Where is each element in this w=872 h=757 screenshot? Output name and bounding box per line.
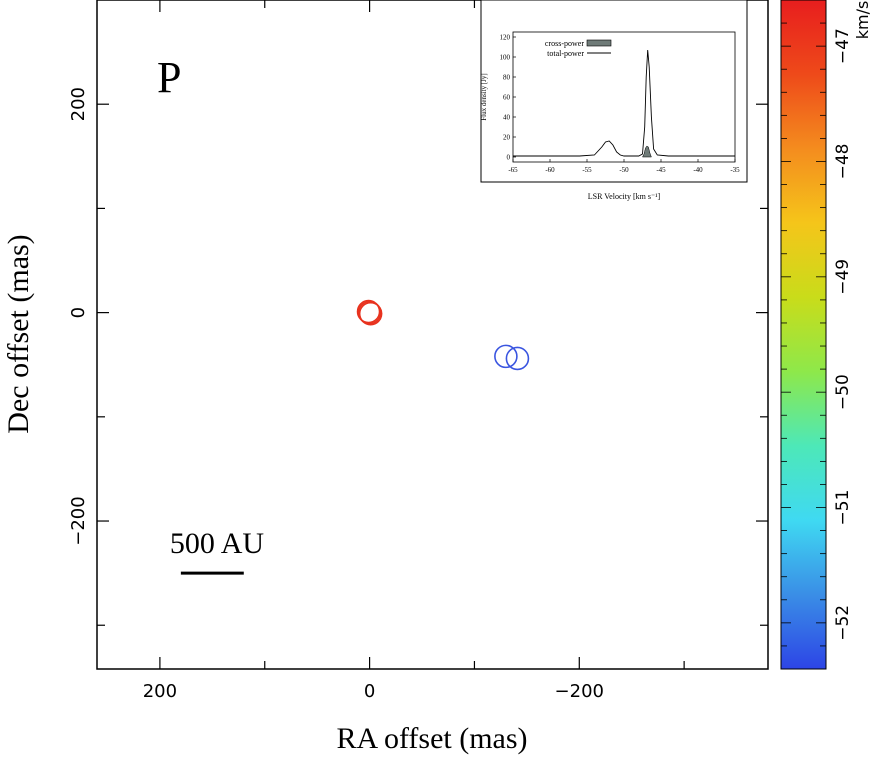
maser-spot: [358, 301, 383, 326]
inset-x-tick-label: -55: [582, 166, 592, 174]
colorbar-tick-label: −47: [833, 28, 853, 64]
scale-bar-label: 500 AU: [170, 527, 265, 560]
x-axis-label: RA offset (mas): [336, 722, 527, 755]
panel-label: P: [157, 53, 181, 102]
y-tick-label: 200: [68, 87, 89, 121]
legend-cross-label: cross-power: [545, 39, 584, 48]
inset-y-label: Flux density [Jy]: [480, 73, 488, 120]
plot-frame: [96, 0, 769, 670]
colorbar-unit: km/s: [853, 1, 872, 40]
inset-y-tick-label: 20: [503, 134, 511, 142]
inset-y-tick-label: 120: [500, 34, 511, 42]
inset-spectrum: -65 -60 -55 -50 -45 -40 -35 0 20 40 60 80 100 120 cro…: [480, 0, 748, 201]
y-tick-label: −200: [68, 496, 89, 545]
legend-total-label: total-power: [547, 49, 584, 58]
maser-spot: [357, 300, 382, 325]
maser-spot: [356, 299, 381, 324]
inset-x-tick-label: -50: [619, 166, 629, 174]
colorbar-tick-label: −48: [833, 144, 853, 180]
inset-x-tick-label: -65: [508, 166, 518, 174]
inset-legend: cross-power total-power: [545, 39, 612, 58]
cross-power-fill: [642, 145, 652, 158]
colorbar-tick-label: −50: [833, 374, 853, 410]
y-axis-label: Dec offset (mas): [2, 234, 35, 433]
colorbar: [780, 0, 827, 670]
inset-y-tick-label: 80: [503, 74, 511, 82]
total-power-line: [513, 49, 735, 157]
colorbar-tick-label: −51: [833, 490, 853, 526]
maser-spots: [356, 299, 530, 371]
inset-x-tick-label: -35: [730, 166, 740, 174]
inset-ticks: -65 -60 -55 -50 -45 -40 -35 0 20 40 60 80 100 120: [500, 34, 741, 175]
inset-x-label: LSR Velocity [km s⁻¹]: [588, 192, 661, 201]
legend-cross-swatch: [586, 39, 612, 47]
y-tick-label: 0: [68, 307, 89, 318]
x-tick-labels: 200 0 −200: [143, 681, 604, 702]
inset-y-tick-label: 0: [507, 154, 511, 162]
colorbar-ticks: −47 −48 −49 −50 −51 −52: [781, 0, 853, 670]
inset-y-tick-label: 40: [503, 114, 511, 122]
maser-spot: [494, 344, 518, 369]
inset-x-tick-label: -60: [545, 166, 555, 174]
inset-x-tick-label: -45: [656, 166, 666, 174]
x-tick-label: −200: [555, 681, 604, 702]
colorbar-tick-label: −49: [833, 259, 853, 295]
colorbar-tick-label: −52: [833, 605, 853, 641]
maser-spot: [505, 346, 530, 371]
x-tick-label: 200: [143, 681, 177, 702]
inset-y-tick-label: 60: [503, 94, 511, 102]
inset-frame: [480, 0, 748, 183]
y-tick-labels: 200 0 −200: [68, 87, 89, 546]
inset-y-tick-label: 100: [500, 54, 511, 62]
inset-x-tick-label: -40: [693, 166, 703, 174]
x-tick-label: 0: [364, 681, 375, 702]
